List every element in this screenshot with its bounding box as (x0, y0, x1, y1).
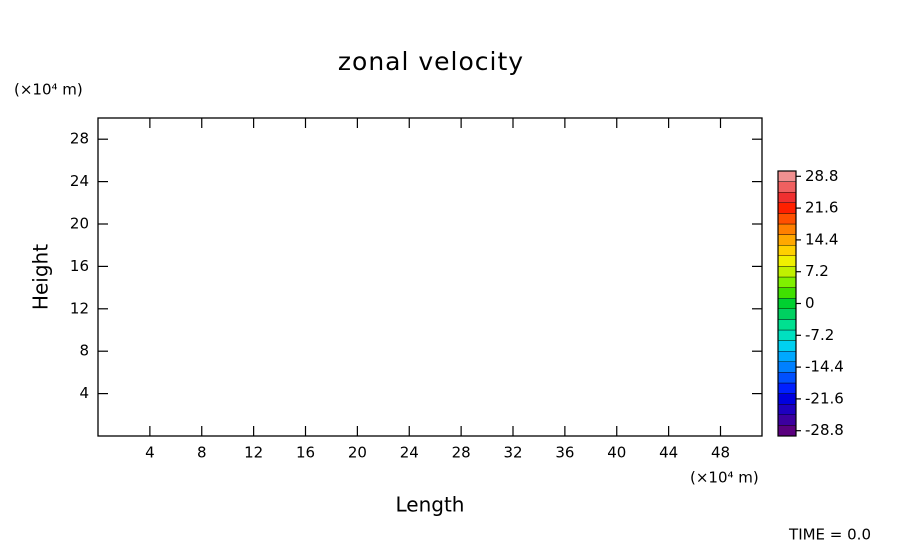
colorbar-tick-label: 7.2 (805, 262, 829, 280)
time-label: TIME = 0.0 (788, 526, 871, 544)
colorbar-band (777, 414, 797, 426)
y-tick-label: 16 (70, 257, 89, 275)
x-tick-label: 8 (197, 444, 207, 462)
x-tick-label: 16 (296, 444, 315, 462)
x-tick-label: 12 (244, 444, 263, 462)
colorbar-band (777, 181, 797, 193)
colorbar-band (777, 266, 797, 278)
x-tick-label: 36 (555, 444, 574, 462)
colorbar-band (777, 329, 797, 341)
x-tick-label: 24 (400, 444, 419, 462)
colorbar-tick-label: -7.2 (805, 326, 834, 344)
colorbar-band (777, 191, 797, 203)
x-unit: (×10⁴ m) (690, 469, 759, 487)
colorbar-tick-label: 14.4 (805, 230, 838, 248)
y-tick-label: 28 (70, 130, 89, 148)
colorbar-band (777, 170, 797, 182)
colorbar-tick-label: 21.6 (805, 199, 838, 217)
y-tick-label: 4 (79, 384, 89, 402)
chart-title: zonal velocity (338, 47, 524, 76)
colorbar-tick-label: -28.8 (805, 421, 844, 439)
colorbar-band (777, 404, 797, 416)
colorbar-band (777, 308, 797, 320)
colorbar-band (777, 255, 797, 267)
colorbar-band (777, 244, 797, 256)
x-tick-label: 4 (145, 444, 155, 462)
x-tick-label: 40 (607, 444, 626, 462)
plot-frame (97, 117, 763, 437)
y-tick-label: 24 (70, 172, 89, 190)
colorbar-band (777, 287, 797, 299)
x-tick-label: 32 (503, 444, 522, 462)
colorbar-band (777, 298, 797, 310)
colorbar-band (777, 213, 797, 225)
colorbar-band (777, 425, 797, 437)
colorbar-tick-label: -21.6 (805, 389, 844, 407)
y-tick-label: 12 (70, 299, 89, 317)
colorbar-band (777, 340, 797, 352)
colorbar-tick-label: -14.4 (805, 358, 844, 376)
colorbar-band (777, 382, 797, 394)
colorbar-band (777, 202, 797, 214)
x-tick-label: 20 (348, 444, 367, 462)
colorbar-band (777, 361, 797, 373)
colorbar-tick-label: 0 (805, 294, 815, 312)
colorbar-band (777, 276, 797, 288)
x-tick-label: 44 (659, 444, 678, 462)
y-tick-label: 20 (70, 215, 89, 233)
colorbar-band (777, 372, 797, 384)
colorbar-band (777, 234, 797, 246)
colorbar-tick-label: 28.8 (805, 167, 838, 185)
x-axis-label: Length (396, 493, 465, 517)
x-tick-label: 48 (711, 444, 730, 462)
colorbar-band (777, 393, 797, 405)
y-tick-label: 8 (79, 342, 89, 360)
y-unit: (×10⁴ m) (14, 81, 83, 99)
colorbar-band (777, 319, 797, 331)
colorbar-band (777, 351, 797, 363)
x-tick-label: 28 (452, 444, 471, 462)
y-axis-label: Height (29, 244, 53, 310)
colorbar-band (777, 223, 797, 235)
